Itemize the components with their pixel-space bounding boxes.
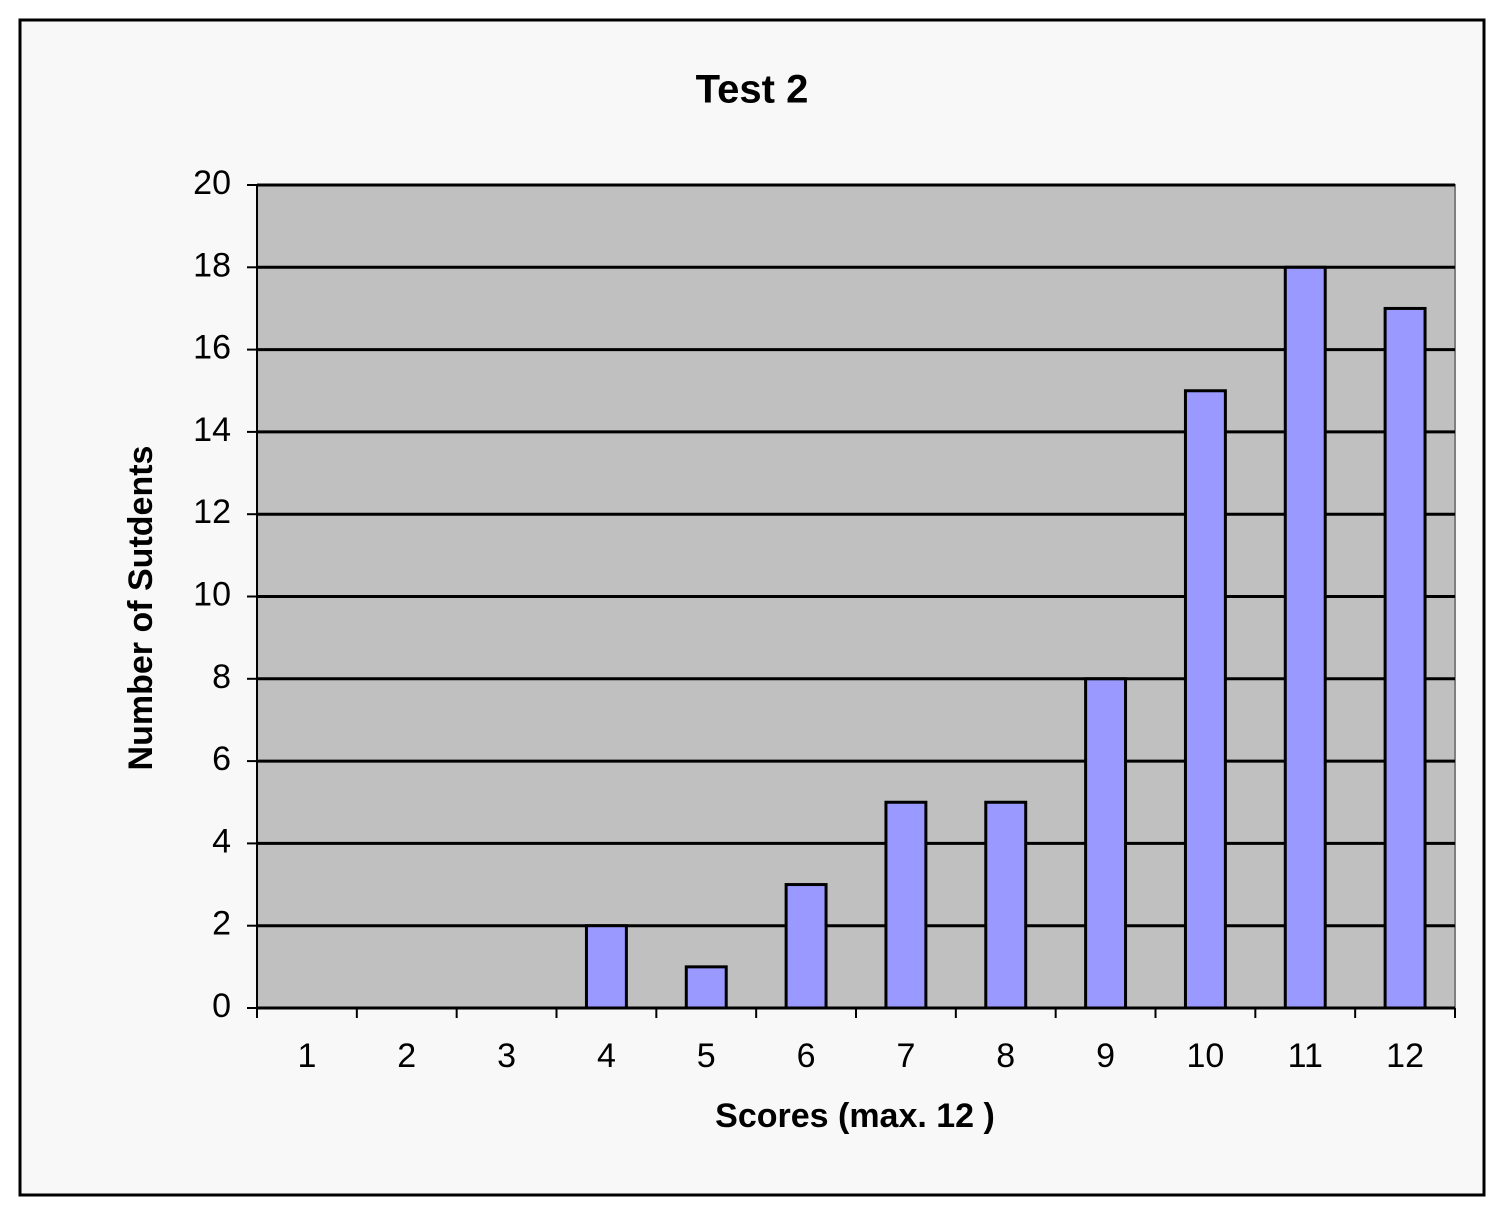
y-tick-label: 18 xyxy=(193,246,231,284)
x-tick-label: 9 xyxy=(1096,1037,1115,1075)
bar xyxy=(584,924,628,1010)
x-tick-label: 6 xyxy=(797,1037,816,1075)
y-tick-label: 8 xyxy=(212,658,231,696)
x-tick-label: 12 xyxy=(1386,1037,1424,1075)
x-tick-label: 2 xyxy=(397,1037,416,1075)
x-tick-label: 5 xyxy=(697,1037,716,1075)
x-axis-label: Scores (max. 12 ) xyxy=(715,1097,995,1135)
bar xyxy=(1283,265,1327,1010)
bar xyxy=(1183,389,1227,1010)
x-tick-label: 4 xyxy=(597,1037,616,1075)
x-tick-label: 3 xyxy=(497,1037,516,1075)
y-tick-label: 16 xyxy=(193,329,231,367)
bar xyxy=(884,800,928,1010)
y-tick-label: 12 xyxy=(193,493,231,531)
x-tick-label: 10 xyxy=(1187,1037,1225,1075)
y-tick-label: 0 xyxy=(212,987,231,1025)
y-tick-label: 14 xyxy=(193,411,231,449)
bar xyxy=(1383,306,1427,1010)
x-tick-label: 7 xyxy=(896,1037,915,1075)
bar xyxy=(1084,677,1128,1010)
x-tick-label: 11 xyxy=(1288,1037,1323,1075)
y-tick-label: 4 xyxy=(212,822,231,860)
chart-title: Test 2 xyxy=(696,68,809,112)
x-tick-label: 8 xyxy=(996,1037,1015,1075)
y-tick-label: 6 xyxy=(212,740,231,778)
bar xyxy=(684,965,728,1010)
y-tick-label: 20 xyxy=(193,164,231,202)
bar xyxy=(984,800,1028,1010)
y-axis-label: Number of Sutdents xyxy=(122,446,160,771)
bar xyxy=(784,883,828,1010)
y-tick-label: 2 xyxy=(212,905,231,943)
y-tick-label: 10 xyxy=(193,575,231,613)
x-tick-label: 1 xyxy=(297,1037,316,1075)
